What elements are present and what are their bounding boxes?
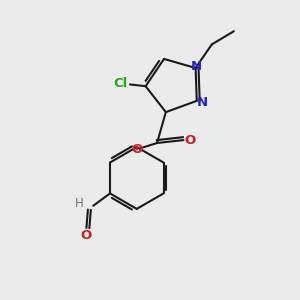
Text: N: N [196, 96, 208, 109]
Text: H: H [75, 197, 84, 210]
Text: O: O [184, 134, 196, 147]
Text: O: O [81, 229, 92, 242]
Text: Cl: Cl [113, 77, 128, 90]
Text: O: O [131, 143, 142, 156]
Text: N: N [190, 60, 202, 73]
